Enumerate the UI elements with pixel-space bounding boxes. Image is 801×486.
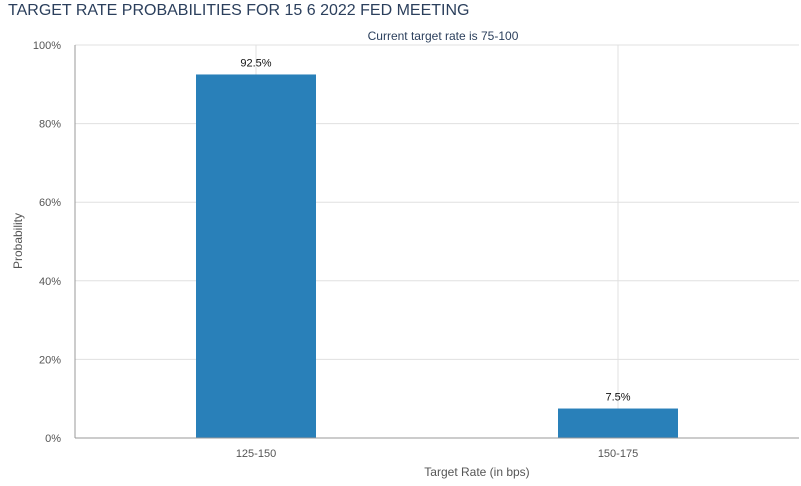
y-tick-label: 80% — [39, 119, 61, 131]
y-tick-label: 60% — [39, 197, 61, 209]
y-tick-label: 100% — [33, 40, 61, 52]
axes — [74, 45, 799, 439]
y-tick-label: 40% — [39, 276, 61, 288]
x-tick-label: 125-150 — [236, 448, 276, 460]
bar-value-label: 7.5% — [605, 392, 630, 404]
y-axis-title: Probability — [11, 213, 25, 269]
chart-subtitle: Current target rate is 75-100 — [368, 29, 519, 43]
labels: 0% 20% 40% 60% 80% 100% 92.5% 125-150 7.5% 150-17… — [33, 40, 638, 460]
x-axis-title: Target Rate (in bps) — [424, 465, 529, 479]
bar-value-label: 92.5% — [240, 57, 271, 69]
y-tick-label: 0% — [45, 433, 61, 445]
bar-150-175 — [558, 408, 678, 438]
grid-lines — [75, 44, 799, 438]
bar-125-150 — [196, 74, 316, 438]
y-tick-label: 20% — [39, 354, 61, 366]
chart-title: TARGET RATE PROBABILITIES FOR 15 6 2022 … — [8, 2, 470, 19]
x-tick-label: 150-175 — [598, 448, 638, 460]
bars — [196, 74, 678, 438]
